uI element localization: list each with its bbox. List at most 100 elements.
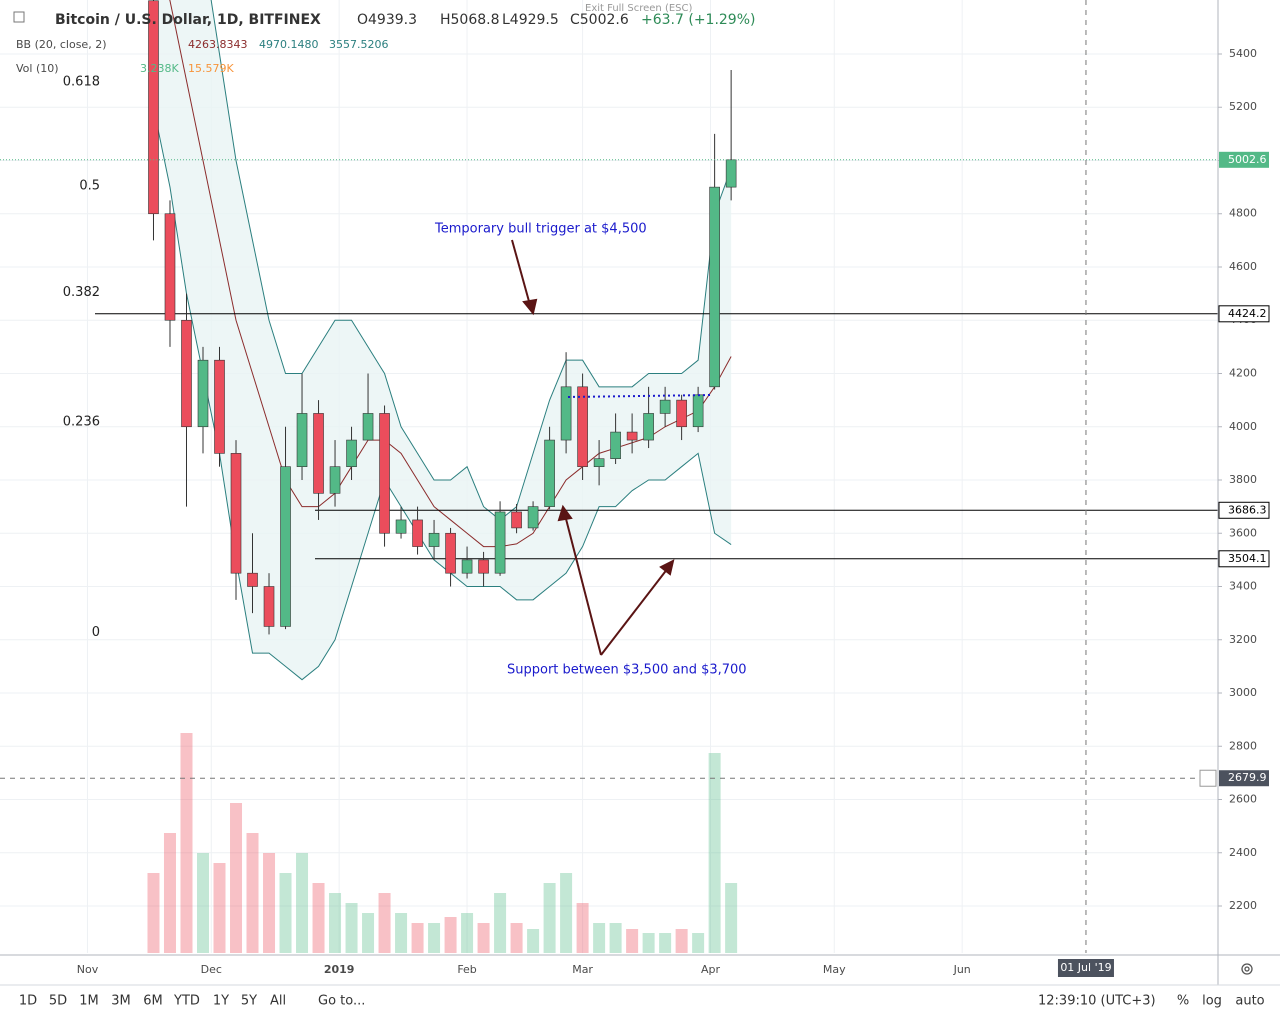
range-button[interactable]: 1M xyxy=(79,994,99,1009)
trend-line xyxy=(567,394,713,398)
y-tick-label: 3200 xyxy=(1229,633,1257,646)
candle-body xyxy=(544,439,555,507)
volume-bar xyxy=(428,923,441,953)
close: C5002.6 xyxy=(570,12,629,28)
volume-bar xyxy=(378,893,391,953)
candle-body xyxy=(445,532,456,574)
hline-tag xyxy=(1218,550,1270,568)
volume-bar xyxy=(197,853,209,953)
candle-body xyxy=(725,159,737,188)
arrow-head xyxy=(659,559,675,576)
y-tick-label: 5400 xyxy=(1229,47,1257,60)
candle-body xyxy=(461,559,473,574)
arrow xyxy=(511,239,531,306)
x-tick-label: May xyxy=(823,963,846,976)
hline-label: 3686.3 xyxy=(1228,503,1267,516)
candle-body xyxy=(412,519,423,547)
candle-body xyxy=(626,431,638,441)
candle-body xyxy=(692,394,704,428)
y-tick-label: 4800 xyxy=(1229,207,1257,220)
open: O4939.3 xyxy=(357,12,417,28)
scale-option[interactable]: % xyxy=(1177,994,1189,1009)
scale-option[interactable]: log xyxy=(1202,994,1222,1009)
crosshair-y-tag xyxy=(1219,770,1269,787)
candle-body xyxy=(214,359,225,454)
range-button[interactable]: 6M xyxy=(143,994,163,1009)
y-tick-label: 2800 xyxy=(1229,739,1257,752)
settings-icon[interactable] xyxy=(1241,963,1253,975)
candle-body xyxy=(643,413,654,441)
arrow xyxy=(600,567,669,656)
high: H5068.8 xyxy=(440,12,500,28)
arrow xyxy=(564,514,602,656)
volume-bar xyxy=(642,933,655,953)
volume-bar xyxy=(692,933,705,953)
clock: 12:39:10 (UTC+3) xyxy=(1038,994,1156,1009)
volume-bar xyxy=(626,929,639,953)
volume-bar xyxy=(675,929,688,953)
y-tick-label: 3800 xyxy=(1229,473,1257,486)
volume-bar xyxy=(246,833,259,953)
volume-bar xyxy=(725,883,738,953)
scale-option[interactable]: auto xyxy=(1235,994,1264,1009)
band-fill xyxy=(153,0,732,680)
volume-bar xyxy=(708,753,721,953)
volume-bar xyxy=(180,733,193,953)
annotation: Support between $3,500 and $3,700 xyxy=(507,663,747,678)
y-tick-label: 3600 xyxy=(1229,526,1257,539)
candle-body xyxy=(659,399,671,414)
candle-body xyxy=(148,0,159,215)
range-button[interactable]: YTD xyxy=(173,994,200,1009)
band-line xyxy=(152,107,732,681)
range-button[interactable]: 5D xyxy=(49,994,67,1009)
fib-label: 0.382 xyxy=(63,285,100,300)
collapse-icon[interactable] xyxy=(13,11,25,23)
goto-button[interactable]: Go to... xyxy=(318,994,365,1009)
hline-tag xyxy=(1218,501,1270,519)
last-price-tag xyxy=(1219,151,1269,168)
x-tick-label: Apr xyxy=(701,963,721,976)
range-button[interactable]: 5Y xyxy=(241,994,257,1009)
indicator-value: 3557.5206 xyxy=(329,38,389,51)
volume-bar xyxy=(411,923,424,953)
toolbar: 1D 5D 1M 3M 6M YTD 1Y 5Y All Go to... 12:39:10 (UT… xyxy=(19,994,1265,1009)
annotation: Temporary bull trigger at $4,500 xyxy=(434,222,647,237)
indicator-name[interactable]: BB (20, close, 2) xyxy=(16,38,107,51)
candle-body xyxy=(709,186,720,388)
indicator-name[interactable]: Vol (10) xyxy=(16,62,59,75)
crosshair-y-label: 2679.9 xyxy=(1228,771,1267,784)
candle-body xyxy=(362,413,374,441)
candle-body xyxy=(197,359,209,428)
plot-area xyxy=(0,0,1218,953)
volume-bar xyxy=(510,923,523,953)
volume-bar xyxy=(461,913,474,953)
y-tick-label: 4600 xyxy=(1229,260,1257,273)
y-tick-label: 2400 xyxy=(1229,846,1257,859)
x-tick-label: Mar xyxy=(572,963,593,976)
x-tick-label: Feb xyxy=(457,963,476,976)
fullscreen-hint[interactable]: Exit Full Screen (ESC) xyxy=(585,3,693,14)
candle-body xyxy=(511,511,522,529)
candle-body xyxy=(230,453,242,574)
y-tick-label: 4200 xyxy=(1229,366,1257,379)
indicator-value: 15.579K xyxy=(188,62,234,75)
range-button[interactable]: 1D xyxy=(19,994,37,1009)
volume-bar xyxy=(345,903,358,953)
volume-bar xyxy=(263,853,276,953)
candle-body xyxy=(395,519,407,534)
fib-label: 0.618 xyxy=(63,74,100,89)
candle-body xyxy=(247,572,258,587)
volume-bar xyxy=(494,893,507,953)
range-button[interactable]: 3M xyxy=(111,994,131,1009)
arrow-head xyxy=(522,298,538,316)
candle-body xyxy=(676,399,687,428)
y-tick-label: 5200 xyxy=(1229,100,1257,113)
y-tick-label: 4000 xyxy=(1229,420,1257,433)
range-button[interactable]: All xyxy=(270,994,286,1009)
volume-bar xyxy=(329,893,342,953)
candle-body xyxy=(593,458,605,467)
range-button[interactable]: 1Y xyxy=(213,994,229,1009)
last-price-label: 5002.6 xyxy=(1228,153,1267,166)
fib-label: 0.236 xyxy=(63,415,100,430)
